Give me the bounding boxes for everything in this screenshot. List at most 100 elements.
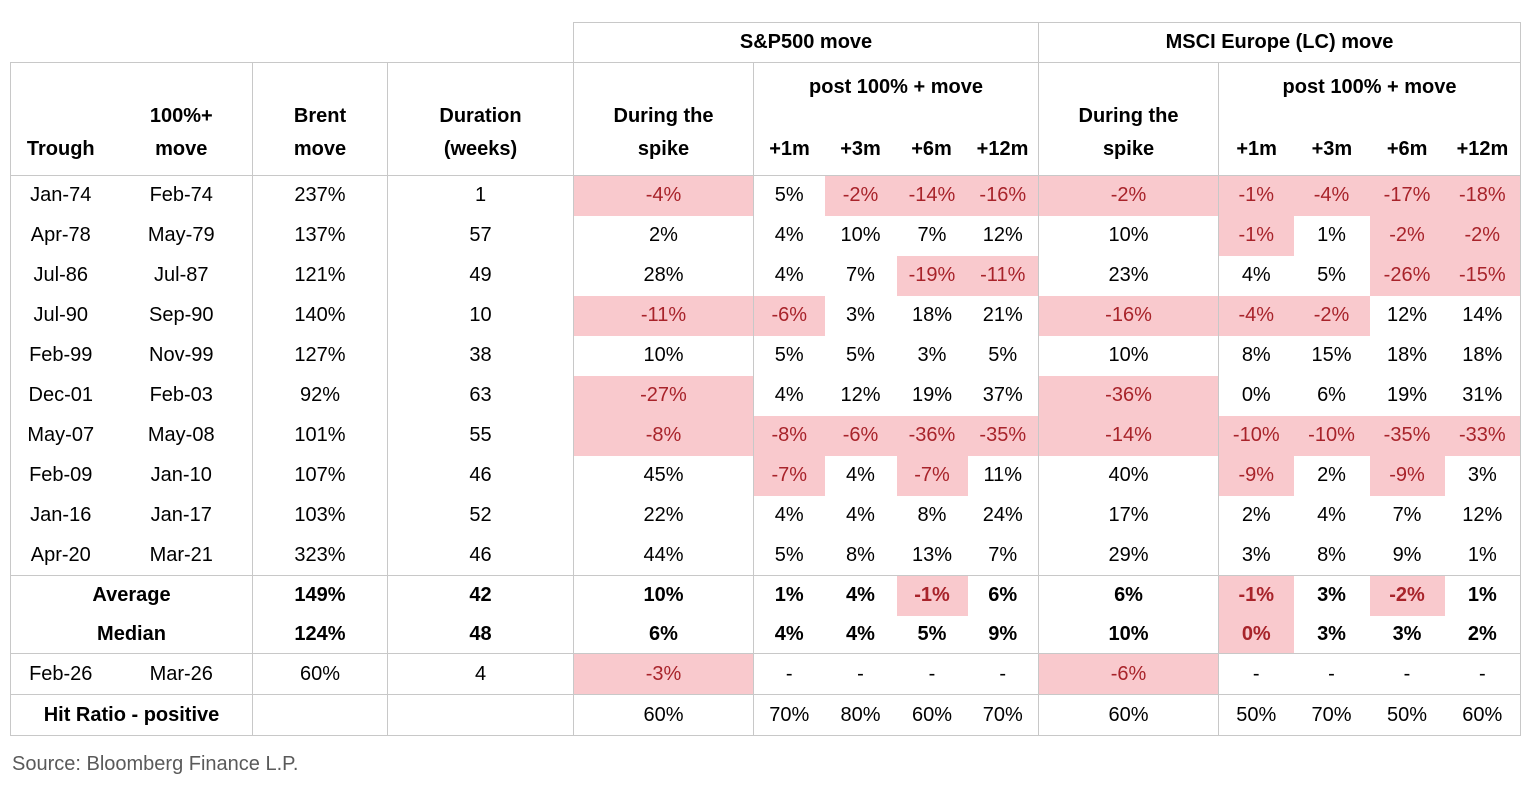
cell-duration: 38 <box>387 335 574 376</box>
cell-sp-spike: 60% <box>573 694 754 736</box>
cell-sp-6m: -19% <box>896 255 968 296</box>
cell-trough: Jan-16 <box>10 495 111 536</box>
cell-trough: Apr-20 <box>10 535 111 576</box>
cell-sp-6m: -14% <box>896 175 968 216</box>
cell-duration: 42 <box>387 575 574 616</box>
msci-post-columns: +1m +3m +6m +12m <box>1219 133 1520 166</box>
cell-msci-spike: 10% <box>1038 615 1220 654</box>
cell-trough: Jan-74 <box>10 175 111 216</box>
cell-msci-6m: 3% <box>1369 615 1445 654</box>
cell-msci-1m: 3% <box>1218 535 1294 576</box>
cell-msci-12m: 1% <box>1444 575 1522 616</box>
cell-msci-6m: 18% <box>1387 344 1428 366</box>
cell-msci-1m: 0% <box>1241 384 1271 406</box>
cell-msci-3m: 8% <box>1293 535 1370 576</box>
cell-move: Jan-10 <box>110 455 253 496</box>
cell-trough: Feb-26 <box>10 653 111 695</box>
cell-msci-12m: 14% <box>1444 295 1522 336</box>
cell-sp-1m: 5% <box>753 535 825 576</box>
cell-brent: 121% <box>252 255 388 296</box>
cell-sp-spike: -4% <box>573 175 754 216</box>
blank-corner <box>11 23 574 63</box>
cell-move: May-08 <box>110 415 253 456</box>
cell-sp-3m: 10% <box>840 224 881 246</box>
cell-sp-3m: 7% <box>846 264 875 286</box>
cell-sp-1m: - <box>753 653 825 695</box>
col-header-sp-12m: +12m <box>976 138 1029 160</box>
cell-move: Nov-99 <box>110 335 253 376</box>
cell-move: May-79 <box>110 215 253 256</box>
cell-sp-3m: -6% <box>824 415 897 456</box>
cell-hit-ratio-label: Hit Ratio - positive <box>10 694 253 736</box>
cell-msci-12m: 18% <box>1444 335 1522 376</box>
cell-msci-6m: - <box>1369 653 1445 695</box>
col-header-msci-3m: +3m <box>1311 138 1353 160</box>
cell-brent: 101% <box>252 415 388 456</box>
sp-post-columns: +1m +3m +6m +12m <box>754 133 1038 166</box>
col-header-sp-3m: +3m <box>840 138 881 160</box>
cell-msci-3m: 4% <box>1317 504 1346 526</box>
cell-brent: 137% <box>252 215 388 256</box>
cell-sp-6m: -7% <box>896 455 968 496</box>
cell-msci-12m: -18% <box>1444 175 1522 216</box>
cell-brent: 124% <box>252 615 388 654</box>
cell-msci-6m: -35% <box>1369 415 1445 456</box>
cell-msci-1m: 0% <box>1218 615 1294 654</box>
summary-row: Average 149% 42 10% 1% 4% -1% 6% 6% -1% 3% -2% 1% <box>10 575 1522 616</box>
cell-msci-spike: 10% <box>1038 335 1220 376</box>
table-row: Feb-99 Nov-99 127% 38 10% 5% 5% 3% 5% 10% 8% 15% 18%… <box>10 335 1522 376</box>
cell-sp-3m: 5% <box>846 344 875 366</box>
cell-duration: 4 <box>387 653 574 695</box>
cell-move: Feb-03 <box>110 375 253 416</box>
cell-msci-3m: 3% <box>1293 615 1370 654</box>
cell-msci-3m: 5% <box>1317 264 1346 286</box>
col-header-msci-12m: +12m <box>1456 138 1509 160</box>
cell-sp-12m: 12% <box>967 215 1040 256</box>
cell-summary-label: Average <box>10 575 253 616</box>
table-row: Jul-90 Sep-90 140% 10 -11% -6% 3% 18% 21% -16% -4%… <box>10 295 1522 336</box>
table-row: Apr-20 Mar-21 323% 46 44% 5% 8% 13% 7% 29% 3% 8% 9% 1… <box>10 535 1522 576</box>
cell-sp-1m: 70% <box>753 694 825 736</box>
hit-ratio-row: Hit Ratio - positive 60% 70% 80% 60% 70% 60% 50… <box>10 694 1522 736</box>
cell-duration: 57 <box>387 215 574 256</box>
col-header-trough: Trough <box>10 62 111 176</box>
cell-msci-3m: 15% <box>1311 344 1352 366</box>
cell-msci-spike: -36% <box>1038 375 1220 416</box>
cell-msci-6m: 19% <box>1387 384 1428 406</box>
cell-msci-12m: 1% <box>1444 535 1522 576</box>
table-row: Apr-78 May-79 137% 57 2% 4% 10% 7% 12% 10% -1% 1% -2… <box>10 215 1522 256</box>
cell-msci-spike: -6% <box>1038 653 1220 695</box>
cell-msci-3m: 70% <box>1293 694 1370 736</box>
cell-msci-6m: 9% <box>1369 535 1445 576</box>
cell-msci-1m: -1% <box>1218 175 1294 216</box>
cell-duration: 1 <box>387 175 574 216</box>
cell-msci-12m: -15% <box>1444 255 1522 296</box>
cell-msci-1m: - <box>1218 653 1294 695</box>
cell-msci-1m: -1% <box>1218 575 1294 616</box>
cell-sp-3m: 80% <box>824 694 897 736</box>
cell-sp-12m: 37% <box>967 375 1040 416</box>
cell-sp-6m: 19% <box>911 384 953 406</box>
cell-sp-1m: -6% <box>753 295 825 336</box>
cell-msci-6m: 12% <box>1387 304 1428 326</box>
cell-sp-3m: 12% <box>840 384 881 406</box>
summary-row: Median 124% 48 6% 4% 4% 5% 9% 10% 0% 3% 3% 2% <box>10 615 1522 654</box>
cell-msci-12m: - <box>1444 653 1522 695</box>
cell-sp-1m: -8% <box>753 415 825 456</box>
cell-sp-1m: 4% <box>774 224 804 246</box>
cell-msci-12m: -2% <box>1444 215 1522 256</box>
cell-sp-6m: 5% <box>896 615 968 654</box>
cell-msci-6m: -9% <box>1369 455 1445 496</box>
table-row: Dec-01 Feb-03 92% 63 -27% 4% 12% 19% 37% -36% 0% 6%… <box>10 375 1522 416</box>
cell-sp-3m: -2% <box>824 175 897 216</box>
cell-msci-12m: 3% <box>1444 455 1522 496</box>
cell-duration: 10 <box>387 295 574 336</box>
cell-sp-3m: 8% <box>824 535 897 576</box>
cell-sp-6m: -36% <box>896 415 968 456</box>
cell-msci-6m: -2% <box>1369 575 1445 616</box>
cell-msci-12m: 31% <box>1444 375 1522 416</box>
cell-trough: Dec-01 <box>10 375 111 416</box>
group-header-row: S&P500 move MSCI Europe (LC) move <box>11 22 1522 63</box>
cell-sp-1m: 5% <box>774 184 804 207</box>
cell-msci-1m: 50% <box>1218 694 1294 736</box>
